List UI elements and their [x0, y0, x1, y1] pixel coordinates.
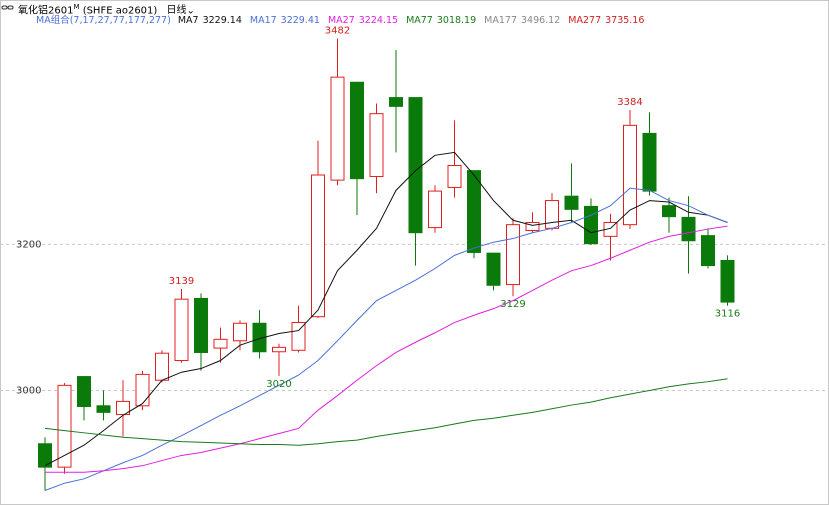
candle-body — [233, 322, 247, 342]
legend-value: 3229.14 — [202, 15, 242, 26]
legend-value: 3229.41 — [280, 15, 320, 26]
title-sup: M — [73, 3, 80, 11]
candle-body — [642, 132, 657, 192]
candle-body — [311, 174, 325, 318]
candle-body — [252, 322, 267, 353]
candle-body — [369, 113, 384, 177]
candle-body — [213, 338, 228, 349]
low-label: 3129 — [500, 299, 525, 310]
candle-body — [545, 200, 559, 229]
candle-body — [564, 195, 579, 210]
legend-value: 3018.19 — [436, 15, 477, 26]
candle-body — [57, 384, 72, 468]
high-label: 3384 — [617, 97, 642, 108]
candle-body — [135, 373, 150, 407]
candle-body — [584, 205, 598, 245]
y-tick-label: 3200 — [16, 239, 41, 250]
candle-body — [428, 190, 442, 229]
candle-body — [447, 165, 462, 188]
ma-line — [44, 378, 728, 446]
legend-entry: MA277 3735.16 — [568, 15, 648, 26]
legend-value: 3496.12 — [520, 15, 561, 26]
legend-entry: MA7 3229.14 — [178, 15, 246, 26]
low-label: 3020 — [266, 379, 291, 390]
candle-body — [96, 405, 111, 413]
candle-body — [506, 224, 520, 286]
header: 氧化铝2601M (SHFE ao2601) 日线⌄ — [18, 0, 195, 17]
candle-body — [681, 216, 696, 242]
legend-name: MA277 — [568, 15, 602, 26]
candle-body — [174, 298, 189, 362]
dropdown[interactable]: ⌄ — [186, 5, 195, 17]
legend-value: 3224.15 — [358, 15, 399, 26]
candle-body — [38, 443, 52, 468]
legend-name: MA7 — [177, 15, 199, 26]
subtitle: (SHFE ao2601) — [82, 5, 158, 17]
legend-entry: MA177 3496.12 — [484, 15, 564, 26]
ma-line — [44, 187, 728, 491]
candle-body — [291, 322, 306, 351]
ma-line — [44, 151, 728, 467]
link-icon — [1, 5, 14, 10]
candle-body — [155, 352, 169, 381]
legend: MA组合(7,17,27,77,177,277) MA7 3229.14 MA17 3… — [36, 14, 652, 28]
title: 氧化铝2601 — [18, 5, 74, 17]
indicator[interactable]: MA组合(7,17,27,77,177,277) — [36, 15, 171, 26]
legend-name: MA77 — [406, 15, 433, 26]
candle-body — [486, 252, 501, 286]
legend-name: MA177 — [484, 15, 517, 26]
candle-body — [662, 205, 676, 218]
legend-entry: MA77 3018.19 — [406, 15, 480, 26]
candle-body — [389, 97, 403, 107]
legend-name: MA27 — [327, 15, 355, 26]
high-label: 3139 — [169, 276, 194, 287]
candle-body — [272, 346, 286, 353]
candle-body — [350, 81, 364, 180]
candle-body — [720, 259, 735, 303]
candle-body — [467, 170, 481, 253]
ma-line — [45, 225, 728, 473]
candle-body — [525, 221, 540, 232]
candle-body — [77, 376, 91, 408]
candle-body — [194, 297, 208, 353]
period[interactable]: 日线 — [166, 5, 187, 17]
legend-entry: MA27 3224.15 — [328, 15, 402, 26]
candle-body — [408, 97, 423, 234]
low-label: 3116 — [715, 309, 740, 320]
candle-body — [116, 400, 130, 416]
candle-body — [701, 235, 715, 267]
candle-body — [330, 76, 345, 181]
legend-entry: MA17 3229.41 — [250, 15, 324, 26]
legend-name: MA17 — [249, 15, 277, 26]
high-label: 3482 — [325, 25, 350, 36]
legend-value: 3735.16 — [605, 15, 645, 26]
y-tick-label: 3000 — [16, 385, 41, 396]
candle-body — [623, 124, 637, 226]
